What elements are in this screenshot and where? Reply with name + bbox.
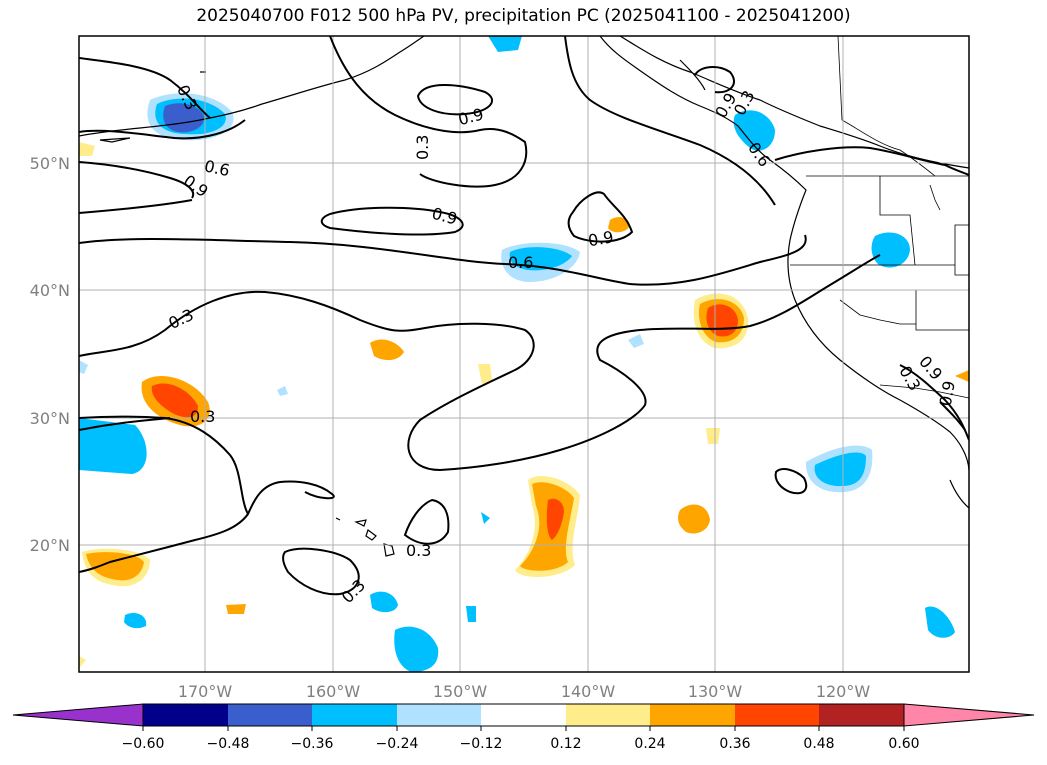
colorbar-swatch (735, 704, 819, 726)
colorbar-tick-label: 0.36 (719, 736, 750, 752)
colorbar-tick-label: −0.48 (207, 736, 250, 752)
precip-pos-region (370, 339, 404, 361)
precip-neg-region (79, 360, 88, 374)
precip-neg-region (488, 36, 522, 52)
map-title: 2025040700 F012 500 hPa PV, precipitatio… (196, 6, 851, 26)
colorbar-swatch (397, 704, 481, 726)
lat-label-20n: 20°N (30, 536, 70, 555)
contour-label: 0.9 (587, 227, 615, 250)
precip-neg-region (925, 606, 955, 638)
precip-neg-region (733, 110, 775, 151)
map-frame (78, 35, 970, 673)
precip-pos-region (226, 604, 246, 614)
colorbar-extend-right (903, 703, 1035, 727)
precip-pos-core (151, 383, 198, 418)
precip-neg-region (124, 613, 147, 629)
lon-label-140w: 140°W (561, 682, 616, 701)
precip-anomaly-fills (79, 36, 969, 672)
precip-pos-region (79, 656, 86, 668)
precip-neg-region (79, 418, 147, 474)
precip-neg-region (466, 606, 476, 622)
precip-neg-region (481, 512, 490, 524)
precip-pos-region (955, 370, 969, 382)
precip-neg-region (370, 591, 398, 613)
lon-label-120w: 120°W (816, 682, 871, 701)
colorbar-tick-label: −0.12 (460, 736, 503, 752)
colorbar-tick-label: −0.24 (376, 736, 419, 752)
pv-contours (79, 36, 969, 596)
contour-label: 0.9 (430, 204, 460, 229)
contour-label: 0.3 (190, 407, 215, 426)
contour-label: 0.6 (203, 156, 232, 180)
precip-neg-region (277, 386, 288, 396)
colorbar-tick-label: −0.60 (122, 736, 165, 752)
precip-pos-region (678, 504, 710, 534)
precip-neg-region (394, 626, 439, 672)
colorbar-swatch (143, 704, 228, 726)
colorbar-swatch (228, 704, 312, 726)
lon-label-150w: 150°W (433, 682, 488, 701)
contour-label: 0.6 (508, 253, 533, 272)
precip-pos-region (86, 552, 144, 581)
colorbar-swatch (312, 704, 397, 726)
political-borders (790, 36, 969, 399)
colorbar-tick-label: 0.12 (550, 736, 581, 752)
lat-label-50n: 50°N (30, 154, 70, 173)
lon-label-130w: 130°W (688, 682, 743, 701)
precip-neg-region (628, 334, 644, 348)
precip-neg-region (871, 232, 910, 268)
precip-pos-region (520, 482, 574, 571)
colorbar-ticks (142, 726, 905, 731)
lat-label-30n: 30°N (30, 409, 70, 428)
longitude-axis: 170°W 160°W 150°W 140°W 130°W 120°W (178, 682, 871, 701)
contour-label: 0.3 (406, 541, 431, 560)
precip-pos-region (478, 364, 492, 384)
precip-neg-core (163, 103, 205, 133)
lon-label-170w: 170°W (178, 682, 233, 701)
precip-pos-region (706, 428, 720, 444)
lat-label-40n: 40°N (30, 281, 70, 300)
precip-pos-core (546, 498, 564, 540)
contour-label: 0.3 (413, 135, 432, 160)
colorbar-swatch (650, 704, 735, 726)
colorbar-tick-label: 0.24 (634, 736, 665, 752)
contour-label: 0.9 (936, 379, 959, 407)
contour-label: 0.3 (338, 576, 369, 607)
colorbar-tick-label: 0.48 (803, 736, 834, 752)
precip-pos-region (608, 217, 630, 233)
colorbar-swatch (481, 704, 566, 726)
colorbar-swatch (566, 704, 650, 726)
contour-label: 0.9 (456, 104, 486, 129)
latitude-axis: 50°N 40°N 30°N 20°N (30, 154, 70, 555)
coastlines (79, 36, 969, 557)
colorbar-extend-left (12, 703, 144, 727)
colorbar-swatch (819, 704, 904, 726)
colorbar-tick-label: 0.60 (888, 736, 919, 752)
colorbar-outline (142, 703, 905, 727)
precip-pos-region (79, 142, 95, 156)
lon-label-160w: 160°W (306, 682, 361, 701)
colorbar: −0.60 −0.48 −0.36 −0.24 −0.12 0.12 0.24 … (12, 703, 1035, 752)
colorbar-tick-label: −0.36 (291, 736, 334, 752)
precip-neg-region (814, 452, 866, 487)
contour-label: 0.3 (166, 305, 197, 333)
